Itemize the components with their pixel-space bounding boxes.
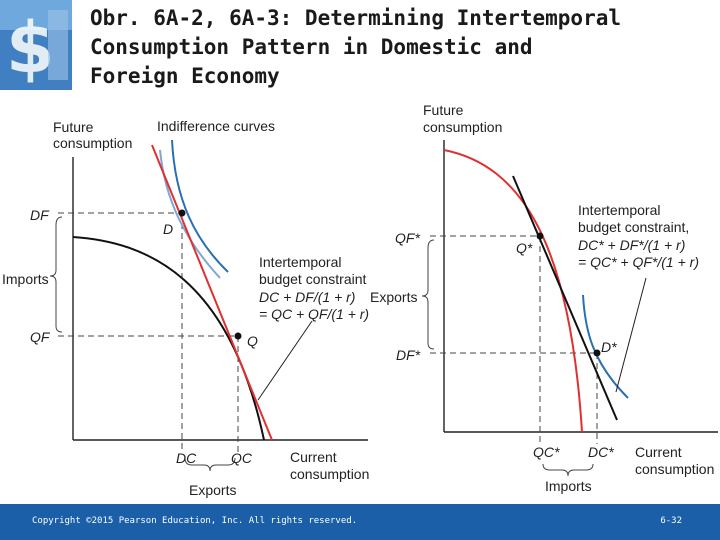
left-budget-label-line-2: budget constraint: [259, 271, 367, 287]
left-ppf-curve: [72, 236, 265, 441]
title-line-3: Foreign Economy: [90, 64, 280, 88]
right-point-d-label: D*: [601, 339, 617, 355]
right-ppf-curve: [443, 149, 583, 433]
left-budget-eq-line-2: = QC + QF/(1 + r): [259, 306, 369, 322]
left-y-axis-label-line-2: consumption: [53, 135, 132, 151]
left-exports-label: Exports: [189, 482, 236, 498]
right-imports-bracket: [542, 463, 594, 477]
left-dc-label: DC: [176, 450, 197, 466]
right-df-label: DF*: [396, 347, 421, 363]
right-qf-label: QF*: [395, 230, 420, 246]
right-point-q-label: Q*: [516, 240, 533, 256]
copyright-text: Copyright ©2015 Pearson Education, Inc. …: [32, 516, 358, 526]
left-point-q-label: Q: [247, 333, 258, 349]
right-y-axis-label-line-2: consumption: [423, 119, 502, 135]
left-point-d: [178, 209, 186, 217]
left-qf-label: QF: [30, 329, 51, 345]
left-df-label: DF: [30, 207, 50, 223]
right-budget-eq-line-1: DC* + DF*/(1 + r): [578, 237, 685, 253]
left-budget-eq-line-1: DC + DF/(1 + r): [259, 289, 355, 305]
left-diagram: Future consumption Indifference curves D…: [2, 118, 369, 498]
left-point-d-label: D: [163, 221, 173, 237]
left-imports-label: Imports: [2, 271, 49, 287]
left-x-axis-label-line-2: consumption: [290, 466, 369, 482]
left-x-axis-label-line-1: Current: [290, 449, 337, 465]
left-y-axis-label-line-1: Future: [53, 119, 94, 135]
right-exports-bracket: [421, 239, 435, 350]
left-indifference-curve-1: [171, 139, 229, 273]
right-budget-pointer: [615, 277, 647, 393]
slide-title: Obr. 6A-2, 6A-3: Determining Intertempor…: [90, 4, 710, 91]
right-x-axis-label-line-2: consumption: [635, 461, 714, 477]
right-dc-label: DC*: [588, 444, 614, 460]
left-imports-bracket: [49, 216, 63, 333]
footer-bar: Copyright ©2015 Pearson Education, Inc. …: [0, 504, 720, 540]
intertemporal-diagram: Future consumption Indifference curves D…: [2, 102, 718, 498]
right-qc-label: QC*: [533, 444, 560, 460]
left-exports-bracket: [184, 457, 236, 472]
dollar-logo-icon: $: [0, 0, 72, 90]
right-point-q: [536, 232, 544, 240]
svg-text:$: $: [6, 7, 55, 89]
right-budget-eq-line-2: = QC* + QF*/(1 + r): [578, 254, 699, 270]
right-imports-label: Imports: [545, 478, 592, 494]
right-point-d: [593, 349, 601, 357]
right-x-axis-label-line-1: Current: [635, 444, 682, 460]
left-budget-line: [151, 144, 273, 441]
right-diagram: Future consumption QF* DF* Exports Q* D*…: [370, 102, 718, 494]
left-qc-label: QC: [231, 450, 253, 466]
left-indifference-label: Indifference curves: [157, 118, 275, 134]
right-budget-label-line-1: Intertemporal: [578, 202, 660, 218]
right-y-axis-label-line-1: Future: [423, 102, 464, 118]
left-indifference-curve-2: [159, 149, 221, 279]
title-line-2: Consumption Pattern in Domestic and: [90, 35, 533, 59]
page-number: 6-32: [660, 516, 682, 526]
left-budget-label-line-1: Intertemporal: [259, 254, 341, 270]
right-budget-label-line-2: budget constraint,: [578, 219, 689, 235]
right-exports-label: Exports: [370, 289, 417, 305]
right-budget-line: [512, 175, 618, 421]
title-line-1: Obr. 6A-2, 6A-3: Determining Intertempor…: [90, 6, 622, 30]
left-point-q: [234, 332, 242, 340]
left-budget-pointer: [257, 320, 313, 401]
